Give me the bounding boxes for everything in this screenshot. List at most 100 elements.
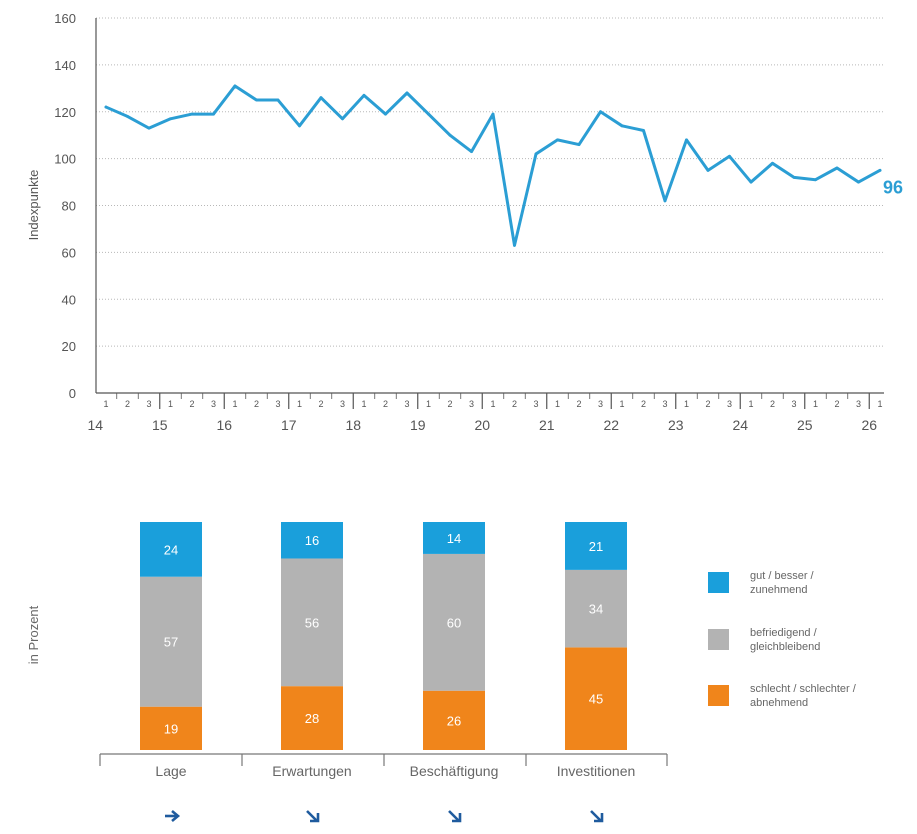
data-point [685,138,688,142]
x-period-label: 3 [662,399,667,409]
x-year-label: 19 [410,417,426,433]
legend-label-line2: gleichbleibend [750,641,820,653]
data-point [126,115,129,118]
legend-label-line2: abnehmend [750,697,808,709]
bar-value-label: 57 [164,635,178,650]
x-year-label: 23 [668,417,684,433]
bar-category-label: Erwartungen [272,763,351,779]
bar-value-label: 14 [447,531,461,546]
legend-label-line1: befriedigend / [750,627,818,639]
legend-label-line2: zunehmend [750,584,808,596]
bar-value-label: 56 [305,615,319,630]
data-point [663,199,667,203]
legend-label-line1: schlecht / schlechter / [750,683,857,695]
data-point [491,112,495,116]
x-period-label: 3 [598,399,603,409]
stacked-bar-chart: in Prozent 19 57 24 28 56 16 26 60 14 45 34 21 Lage Er… [26,522,857,823]
bar-value-label: 60 [447,615,461,630]
x-period-label: 2 [254,399,259,409]
data-point [577,143,581,146]
bar-segment-neutral [140,576,202,707]
arrow-shaft [590,810,602,822]
y-tick-label: 80 [62,199,76,214]
last-value-label: 96 [883,177,903,197]
arrow-shaft [448,810,460,822]
x-period-label: 3 [469,399,474,409]
data-point [233,84,237,88]
bar-value-label: 21 [589,539,603,554]
data-point [255,98,258,102]
x-period-label: 2 [576,399,581,409]
data-point [513,243,516,247]
bar-category-label: Investitionen [557,763,636,779]
x-period-label: 2 [641,399,646,409]
legend-label-line1: gut / besser / [750,570,815,582]
data-point [384,112,387,116]
arrow-shaft [306,810,318,822]
data-point [427,112,430,116]
arrow-head [171,810,181,822]
y-tick-label: 20 [62,339,76,354]
data-point [147,126,151,130]
legend-swatch [708,629,729,650]
x-period-label: 2 [512,399,517,409]
data-point [104,105,108,109]
x-period-label: 3 [727,399,732,409]
x-period-label: 2 [705,399,710,409]
bar-value-label: 26 [447,713,461,728]
y-tick-label: 160 [54,11,76,26]
x-period-label: 2 [383,399,388,409]
x-period-label: 1 [684,399,689,409]
x-year-label: 16 [216,417,232,433]
data-point [448,133,452,137]
y-tick-label: 140 [54,58,76,73]
bar-segment-positive [140,522,202,577]
x-year-label: 22 [603,417,619,433]
data-point [771,161,774,165]
legend-swatch [708,685,729,706]
bar-segment-negative [140,706,202,750]
x-period-label: 2 [125,399,130,409]
bar-segment-neutral [281,558,343,687]
y-tick-label: 120 [54,105,76,120]
data-point [706,168,710,172]
x-period-label: 1 [297,399,302,409]
x-period-label: 2 [447,399,452,409]
x-period-label: 1 [748,399,753,409]
data-point [341,117,344,121]
x-period-label: 1 [813,399,818,409]
arrow-right-icon [165,810,181,822]
arrow-head [310,813,320,823]
data-point [298,124,301,128]
x-year-label: 18 [345,417,361,433]
x-period-label: 2 [318,399,323,409]
data-point [319,96,323,100]
x-period-label: 3 [404,399,409,409]
x-period-label: 2 [189,399,194,409]
bar-segment-negative [423,690,485,750]
x-year-label: 17 [281,417,297,433]
bar-value-label: 19 [164,721,178,736]
arrow-down-right-icon [306,810,320,823]
x-year-label: 26 [861,417,877,433]
data-point [620,124,624,128]
x-period-label: 3 [533,399,538,409]
bar-segment-neutral [423,553,485,691]
x-year-label: 24 [732,417,748,433]
x-period-label: 1 [103,399,108,409]
x-period-label: 1 [361,399,366,409]
x-period-label: 1 [232,399,237,409]
x-period-label: 1 [168,399,173,409]
data-point [212,112,215,116]
bar-segment-positive [565,522,627,570]
data-point [362,93,366,97]
y-tick-label: 60 [62,245,76,260]
data-point [405,91,409,95]
x-period-label: 2 [770,399,775,409]
bar-segment-negative [281,686,343,750]
legend-item-positive: gut / besser / zunehmend [708,570,815,596]
data-point [470,150,473,153]
data-point [835,166,839,170]
